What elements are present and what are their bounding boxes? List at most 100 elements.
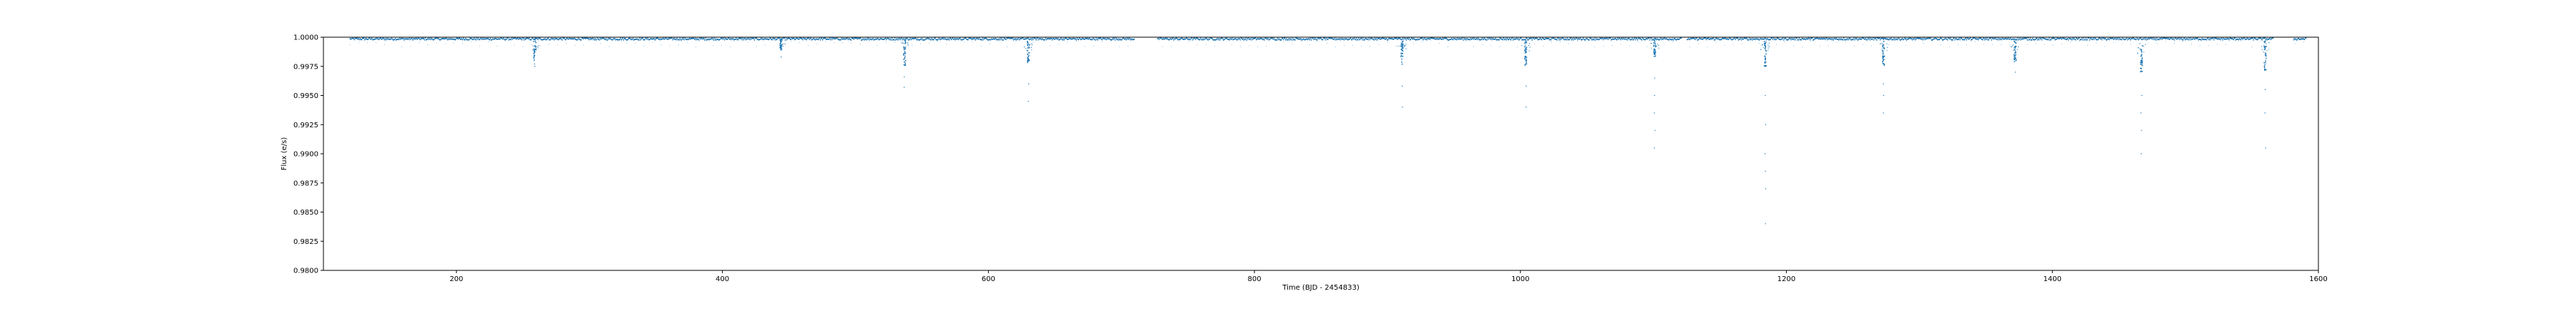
flux-point: [592, 37, 594, 39]
flux-point: [811, 39, 812, 41]
flux-point: [763, 39, 765, 41]
flux-point: [734, 38, 736, 40]
flux-point: [2141, 129, 2142, 132]
flux-point: [862, 38, 864, 40]
flux-point: [1650, 37, 1652, 39]
flux-point: [1400, 38, 1401, 40]
flux-point: [1438, 42, 1440, 44]
flux-point: [2296, 39, 2298, 41]
flux-point: [560, 37, 562, 39]
flux-point: [2265, 147, 2266, 149]
flux-point: [1375, 37, 1377, 39]
flux-point: [1164, 38, 1166, 40]
flux-point: [381, 39, 382, 41]
flux-point: [753, 37, 755, 39]
flux-point: [2145, 44, 2146, 46]
flux-point: [1236, 39, 1238, 41]
flux-point: [1524, 56, 1526, 58]
flux-point: [1695, 37, 1697, 39]
flux-point: [1783, 39, 1785, 41]
flux-point: [1350, 37, 1352, 39]
flux-point: [565, 39, 567, 41]
flux-point: [1543, 38, 1546, 40]
flux-point: [1160, 37, 1161, 39]
flux-point: [1609, 37, 1611, 39]
flux-point: [816, 38, 817, 40]
flux-point: [2140, 49, 2142, 50]
flux-point: [1422, 37, 1423, 39]
flux-point: [988, 39, 990, 41]
flux-point: [2263, 49, 2265, 51]
flux-point: [1309, 37, 1312, 39]
flux-point: [852, 37, 854, 39]
flux-point: [1590, 37, 1591, 39]
flux-point: [1106, 37, 1108, 39]
flux-point: [1825, 37, 1827, 39]
flux-point: [1050, 37, 1052, 39]
flux-point: [1520, 37, 1521, 39]
flux-point: [2266, 39, 2268, 41]
flux-point: [1247, 37, 1249, 39]
flux-point: [792, 38, 794, 40]
flux-point: [1740, 37, 1742, 39]
flux-point: [404, 38, 406, 40]
transit-dip: [1880, 39, 1888, 114]
flux-point: [1282, 39, 1284, 41]
flux-point: [1028, 38, 1030, 40]
flux-point: [1524, 39, 1526, 41]
flux-point: [1845, 39, 1847, 41]
flux-point: [1897, 40, 1898, 41]
flux-point: [1495, 37, 1496, 39]
flux-point: [1976, 39, 1978, 41]
flux-point: [754, 37, 756, 39]
flux-point: [1765, 58, 1767, 59]
flux-point: [1896, 38, 1898, 40]
flux-point: [2249, 38, 2250, 40]
flux-point: [373, 39, 374, 41]
flux-point: [1679, 37, 1681, 39]
flux-point: [961, 39, 962, 41]
flux-point: [1966, 44, 1967, 45]
flux-point: [1883, 57, 1884, 59]
flux-point: [1822, 38, 1823, 40]
flux-point: [1802, 38, 1805, 40]
flux-point: [1027, 41, 1028, 44]
flux-point: [2270, 39, 2272, 41]
flux-point: [366, 42, 368, 44]
flux-point: [441, 38, 443, 40]
flux-point: [1615, 37, 1616, 39]
flux-point: [805, 38, 806, 40]
flux-point: [1833, 39, 1834, 41]
flux-point: [945, 39, 947, 41]
flux-point: [585, 37, 587, 39]
flux-point: [1974, 37, 1976, 39]
flux-point: [1767, 44, 1769, 46]
flux-point: [1594, 37, 1596, 39]
flux-point: [831, 39, 833, 41]
flux-point: [904, 57, 905, 59]
flux-point: [1697, 39, 1698, 41]
flux-point: [631, 38, 633, 40]
flux-point: [1028, 52, 1030, 54]
flux-point: [1364, 39, 1365, 41]
flux-point: [1624, 39, 1626, 41]
flux-point: [1036, 37, 1038, 39]
flux-point: [2044, 44, 2045, 45]
flux-point: [1713, 37, 1714, 39]
flux-point: [1724, 37, 1726, 39]
flux-point: [1098, 38, 1100, 40]
flux-point: [2251, 46, 2253, 48]
flux-point: [1099, 37, 1101, 39]
flux-point: [1252, 39, 1254, 41]
flux-point: [576, 39, 577, 41]
flux-point: [1338, 39, 1340, 41]
flux-point: [2074, 39, 2076, 41]
flux-point: [904, 51, 906, 53]
flux-point: [1656, 39, 1657, 41]
flux-point: [1029, 39, 1030, 41]
flux-point: [1448, 39, 1450, 41]
flux-point: [2245, 38, 2247, 40]
flux-point: [2148, 37, 2150, 39]
flux-point: [780, 44, 781, 46]
flux-point: [1762, 38, 1764, 40]
